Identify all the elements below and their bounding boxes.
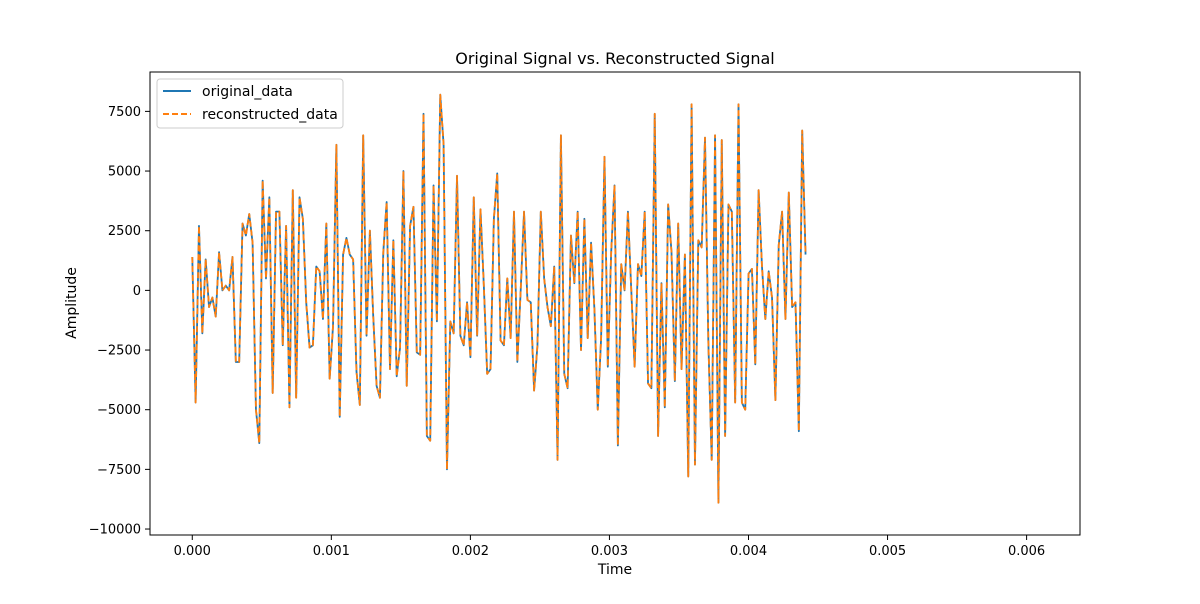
plot-frame (149, 71, 1081, 536)
y-tick-label: −2500 (97, 344, 141, 359)
y-tick-label: 2500 (108, 224, 141, 239)
legend: original_data reconstructed_data (156, 78, 344, 129)
series-layer (191, 93, 807, 504)
y-tick-label: −10000 (89, 523, 141, 538)
y-tick-label: 7500 (108, 105, 141, 120)
x-tick-label: 0.001 (313, 544, 350, 559)
x-tick-label: 0.003 (591, 544, 628, 559)
x-tick-label: 0.004 (730, 544, 767, 559)
series-line-reconstructed-data (191, 93, 807, 504)
legend-box (156, 78, 344, 129)
legend-label-reconstructed: reconstructed_data (202, 107, 338, 123)
y-axis-label: Amplitude (64, 267, 80, 339)
x-tick-label: 0.005 (869, 544, 906, 559)
y-tick-label: −7500 (97, 463, 141, 478)
x-tick-label: 0.006 (1008, 544, 1045, 559)
legend-label-original: original_data (202, 84, 293, 100)
y-axis: −10000 −7500 −5000 −2500 0 2500 5000 7500 (89, 105, 150, 538)
x-axis: 0.000 0.001 0.002 0.003 0.004 0.005 0.006 (174, 535, 1045, 559)
y-tick-label: 5000 (108, 165, 141, 180)
y-tick-label: 0 (133, 284, 141, 299)
x-tick-label: 0.000 (174, 544, 211, 559)
y-tick-label: −5000 (97, 403, 141, 418)
x-tick-label: 0.002 (452, 544, 489, 559)
x-axis-label: Time (597, 562, 632, 578)
chart-title: Original Signal vs. Reconstructed Signal (455, 49, 775, 68)
